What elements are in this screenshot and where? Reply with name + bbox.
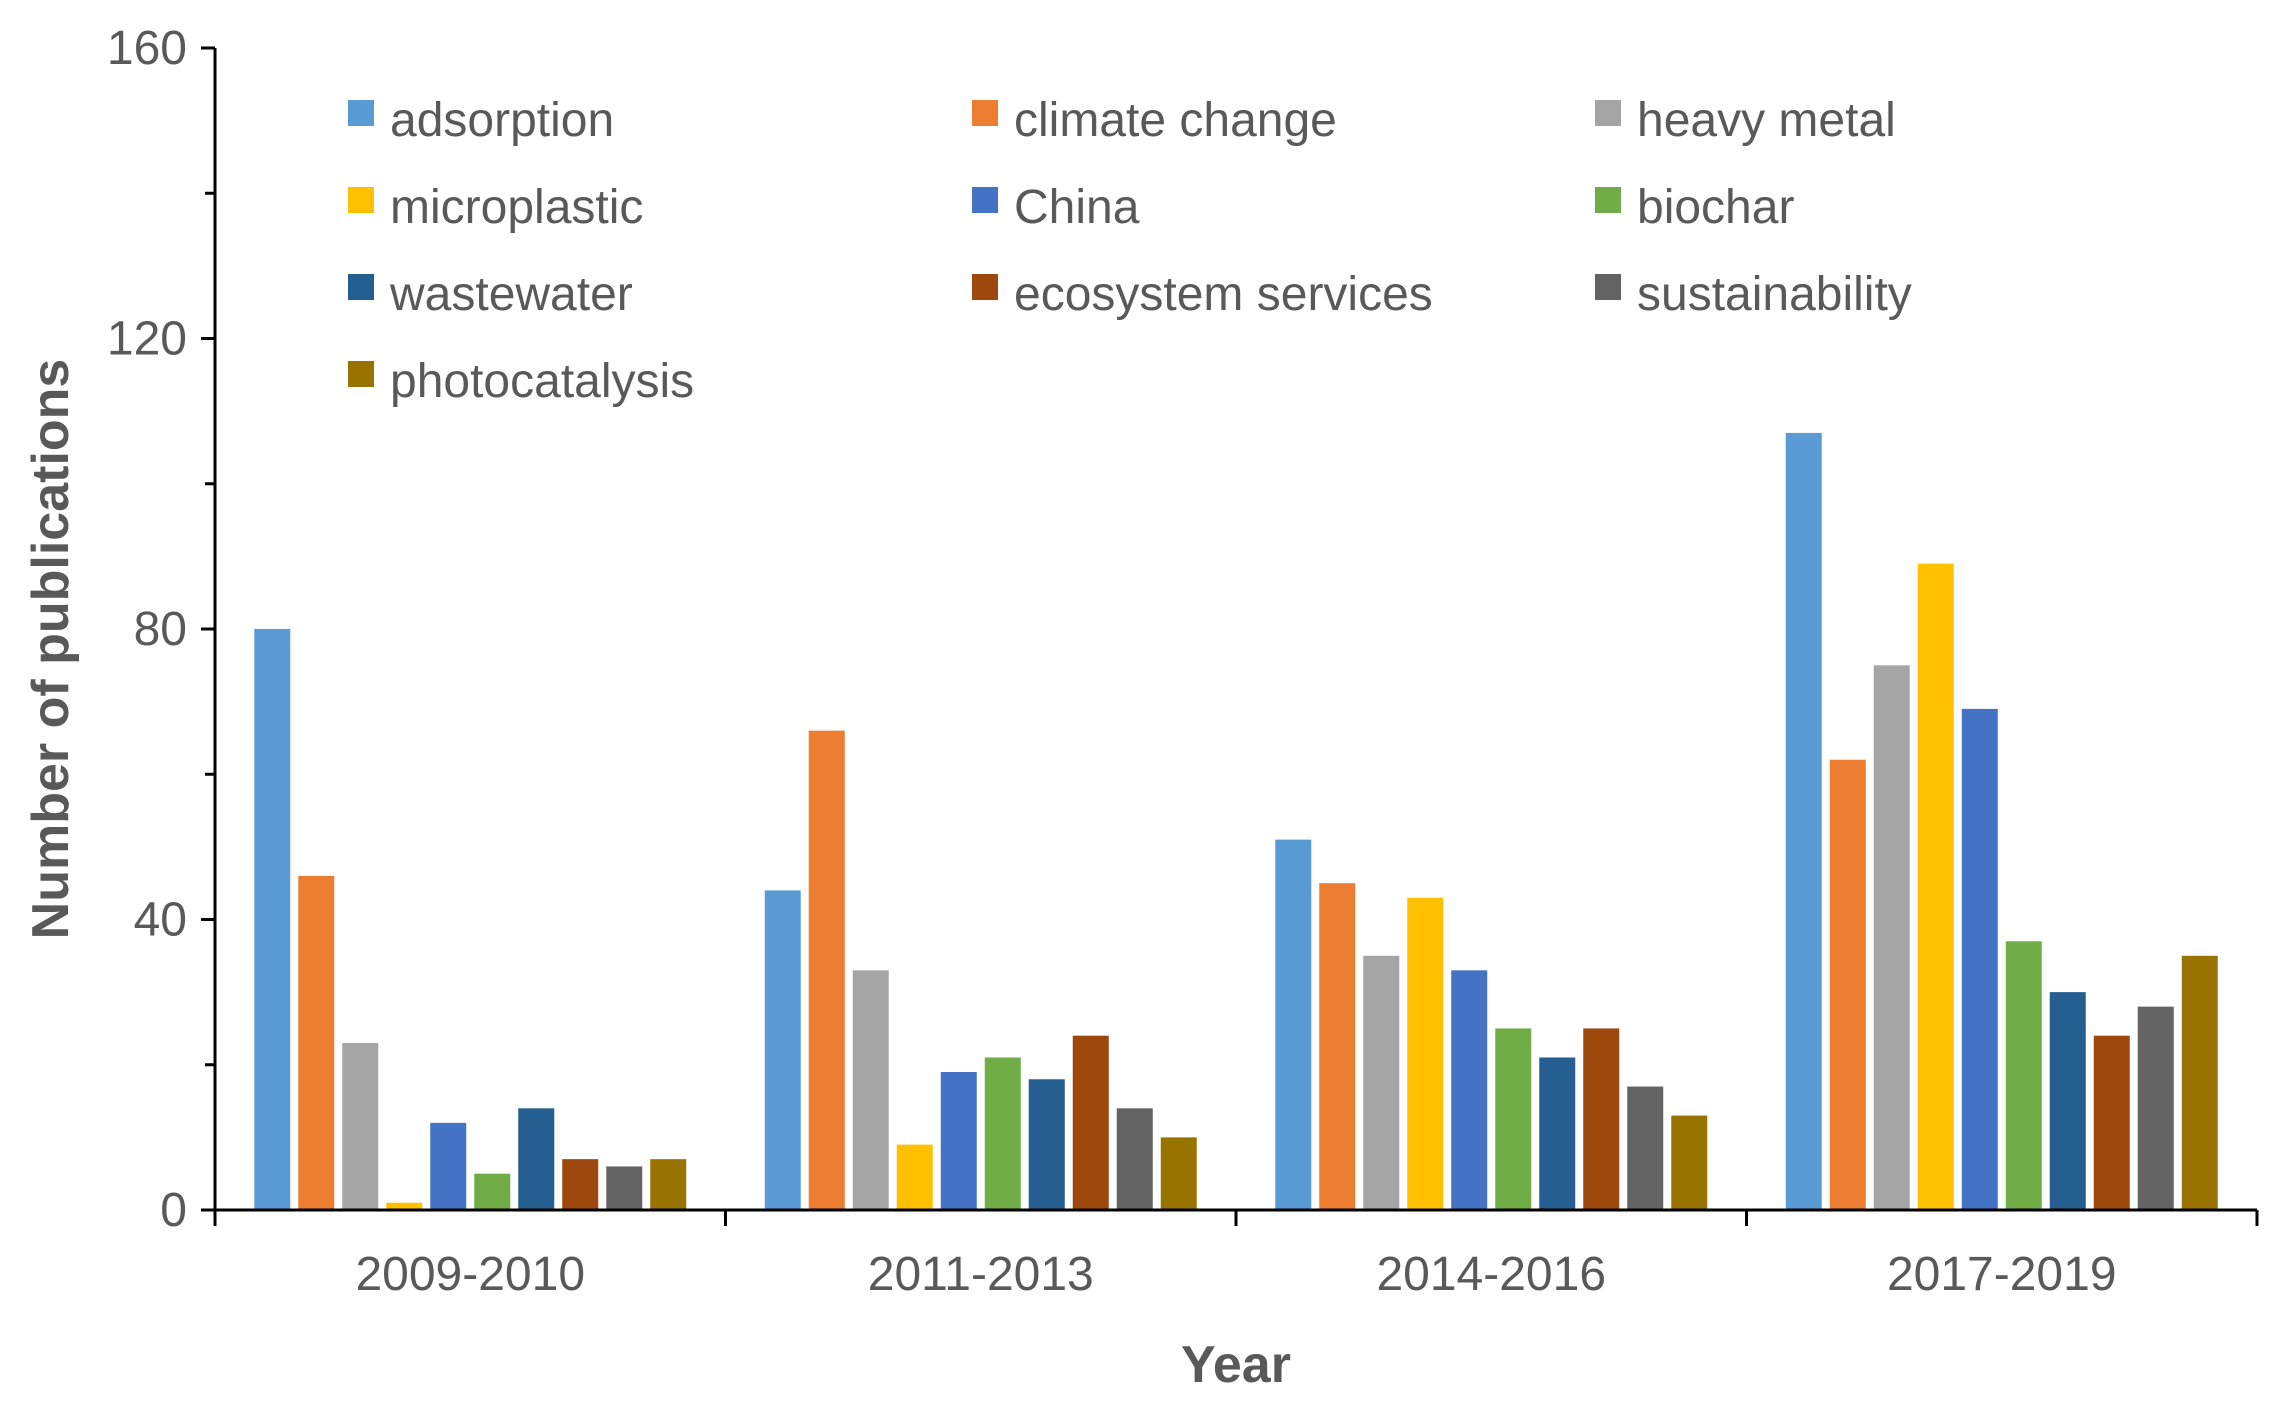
legend-swatch <box>1595 274 1621 300</box>
bar-photocatalysis-3 <box>2181 955 2218 1210</box>
bar-heavy-metal-0 <box>342 1042 379 1210</box>
bar-climate-change-0 <box>298 875 335 1210</box>
bar-china-1 <box>940 1072 977 1210</box>
bar-heavy-metal-2 <box>1363 955 1400 1210</box>
bar-microplastic-3 <box>1917 563 1954 1210</box>
y-tick-label: 120 <box>107 313 187 366</box>
legend-label: microplastic <box>390 181 643 234</box>
bar-sustainability-0 <box>606 1166 643 1210</box>
legend-swatch <box>972 100 998 126</box>
bar-wastewater-2 <box>1539 1057 1576 1210</box>
legend-label: climate change <box>1014 94 1337 147</box>
bar-biochar-1 <box>984 1057 1021 1210</box>
legend-swatch <box>972 187 998 213</box>
bar-china-0 <box>430 1122 467 1210</box>
bar-ecosystem-services-3 <box>2093 1035 2130 1210</box>
legend-label: photocatalysis <box>390 355 694 408</box>
y-axis-title: Number of publications <box>22 359 80 940</box>
bar-biochar-2 <box>1495 1028 1532 1210</box>
y-ticks-group: 0 40 80 120 160 <box>107 22 215 1237</box>
bar-adsorption-1 <box>764 890 801 1210</box>
legend-label: biochar <box>1637 181 1794 234</box>
bar-adsorption-3 <box>1785 432 1822 1211</box>
bar-sustainability-2 <box>1627 1086 1664 1210</box>
x-axis-title: Year <box>1181 1336 1291 1394</box>
bar-photocatalysis-1 <box>1160 1137 1197 1210</box>
legend-swatch <box>1595 100 1621 126</box>
x-tick-label: 2017-2019 <box>1887 1248 2117 1301</box>
bar-adsorption-0 <box>254 629 291 1210</box>
legend-swatch <box>1595 187 1621 213</box>
x-ticks-group: 2009-2010 2011-2013 2014-2016 2017-2019 <box>213 1210 2259 1301</box>
x-tick-label: 2009-2010 <box>355 1248 585 1301</box>
bar-photocatalysis-0 <box>650 1159 687 1210</box>
y-tick-label: 160 <box>107 22 187 75</box>
bar-heavy-metal-3 <box>1873 665 1910 1210</box>
bar-microplastic-1 <box>896 1144 933 1210</box>
bar-sustainability-3 <box>2137 1006 2174 1210</box>
bar-photocatalysis-2 <box>1671 1115 1708 1210</box>
bar-wastewater-0 <box>518 1108 555 1210</box>
y-tick-label: 80 <box>134 603 187 656</box>
legend-item-heavy-metal: heavy metal <box>1595 94 1896 147</box>
bar-biochar-0 <box>474 1173 511 1210</box>
legend: adsorption climate change heavy metal micro… <box>348 94 1912 408</box>
bars-group <box>254 432 2218 1211</box>
legend-item-microplastic: microplastic <box>348 181 643 234</box>
bar-biochar-3 <box>2005 941 2042 1210</box>
bar-microplastic-2 <box>1407 897 1444 1210</box>
bar-ecosystem-services-0 <box>562 1159 599 1210</box>
bar-china-3 <box>1961 708 1998 1210</box>
bar-adsorption-2 <box>1275 839 1312 1210</box>
legend-label: ecosystem services <box>1014 268 1433 321</box>
bar-climate-change-2 <box>1319 883 1356 1210</box>
legend-item-sustainability: sustainability <box>1595 268 1912 321</box>
legend-swatch <box>348 100 374 126</box>
bar-ecosystem-services-2 <box>1583 1028 1620 1210</box>
bar-wastewater-1 <box>1028 1079 1065 1210</box>
legend-swatch <box>348 187 374 213</box>
legend-label: adsorption <box>390 94 614 147</box>
legend-label: sustainability <box>1637 268 1912 321</box>
legend-item-adsorption: adsorption <box>348 94 614 147</box>
bar-microplastic-0 <box>386 1202 423 1210</box>
x-tick-label: 2014-2016 <box>1376 1248 1606 1301</box>
legend-swatch <box>972 274 998 300</box>
legend-item-china: China <box>972 181 1140 234</box>
legend-item-wastewater: wastewater <box>348 268 633 321</box>
bar-china-2 <box>1451 970 1488 1210</box>
legend-label: wastewater <box>389 268 633 321</box>
x-tick-label: 2011-2013 <box>868 1248 1094 1301</box>
legend-item-climate-change: climate change <box>972 94 1337 147</box>
bar-ecosystem-services-1 <box>1072 1035 1109 1210</box>
legend-label: heavy metal <box>1637 94 1896 147</box>
legend-label: China <box>1014 181 1140 234</box>
legend-item-biochar: biochar <box>1595 181 1794 234</box>
bar-heavy-metal-1 <box>852 970 889 1210</box>
bar-wastewater-3 <box>2049 992 2086 1210</box>
y-tick-label: 0 <box>160 1184 187 1237</box>
bar-sustainability-1 <box>1116 1108 1153 1210</box>
legend-swatch <box>348 274 374 300</box>
legend-item-ecosystem-services: ecosystem services <box>972 268 1433 321</box>
legend-swatch <box>348 361 374 387</box>
bar-climate-change-3 <box>1829 759 1866 1210</box>
bar-climate-change-1 <box>808 730 845 1210</box>
y-tick-label: 40 <box>134 894 187 947</box>
legend-item-photocatalysis: photocatalysis <box>348 355 694 408</box>
